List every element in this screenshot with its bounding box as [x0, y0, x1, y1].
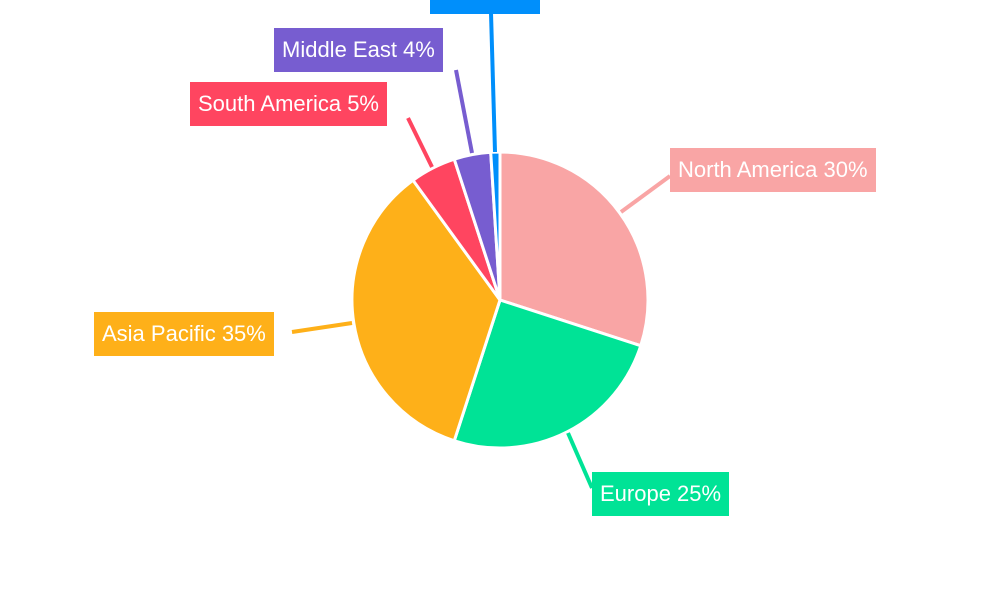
pie-slice-europe[interactable]: [452, 298, 643, 450]
data-label: Africa 1%: [430, 0, 541, 14]
leader-line: [489, 12, 497, 153]
leader-line: [454, 69, 474, 154]
data-label: Europe 25%: [592, 472, 730, 516]
leader-line: [566, 432, 594, 489]
pie-slice-africa[interactable]: [489, 150, 502, 301]
leader-line: [406, 117, 434, 168]
pie-slice-north-america[interactable]: [498, 150, 650, 348]
data-label: Middle East 4%: [274, 28, 443, 72]
leader-line: [291, 321, 353, 334]
data-label: North America 30%: [670, 148, 876, 192]
data-label: Asia Pacific 35%: [94, 312, 274, 356]
leader-line: [619, 174, 672, 214]
pie-slice-asia-pacific[interactable]: [350, 178, 502, 443]
data-label: South America 5%: [190, 82, 387, 126]
